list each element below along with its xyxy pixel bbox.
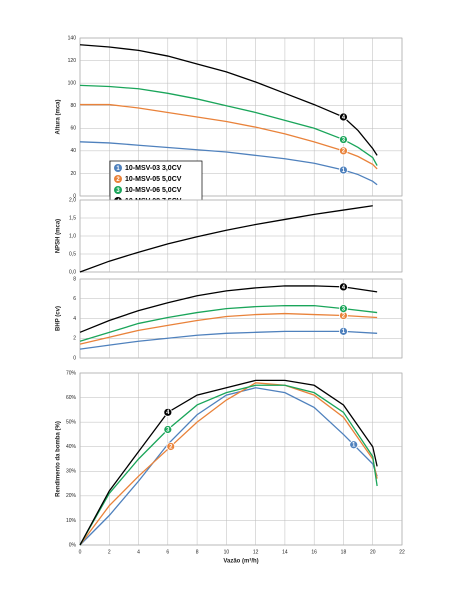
y-axis-label: Altura (mca) [56,99,62,134]
y-axis-label: Rendimento da bomba (%) [56,421,62,497]
x-tick-label: 6 [166,549,169,555]
y-tick-label: 120 [68,58,77,64]
series-marker [349,440,359,450]
y-tick-label: 6 [73,296,76,302]
x-tick-label: 12 [253,549,259,555]
series-marker-label: 3 [166,427,170,433]
series-line [79,379,378,546]
series-marker-label: 2 [342,149,346,155]
series-marker [339,135,348,144]
y-tick-label: 140 [68,35,77,41]
series-marker [166,442,176,451]
series-line [79,382,378,546]
legend-marker-label: 3 [116,188,120,194]
y-tick-label: 80 [70,103,76,109]
x-tick-label: 2 [108,549,111,555]
series-line [79,312,378,345]
series-marker [339,165,348,175]
legend-marker [114,175,122,183]
x-axis-label: Vazão (m³/h) [223,558,258,565]
series-line [79,84,378,166]
series-marker-label: 4 [342,285,346,291]
x-tick-label: 20 [370,549,376,555]
x-tick-label: 16 [311,549,317,555]
series-marker-label: 1 [342,168,346,174]
y-tick-label: 10% [66,518,77,524]
x-tick-label: 4 [137,549,140,555]
series-marker-label: 3 [342,137,346,143]
series-line [79,285,378,333]
y-tick-label: 0,0 [69,269,76,275]
y-tick-label: 20 [70,171,76,177]
y-tick-label: 4 [73,316,76,322]
series-marker [339,282,348,292]
series-marker-label: 1 [342,329,346,335]
series-marker [163,407,173,417]
series-marker-label: 4 [166,410,170,416]
y-tick-label: 1,0 [69,233,76,239]
plot-frame [79,372,403,546]
series-marker [339,326,348,336]
series-line [79,205,373,273]
x-tick-label: 14 [282,549,288,555]
x-tick-label: 10 [224,549,230,555]
legend-label: 10-MSV-03 3,0CV [125,165,182,172]
y-tick-label: 2 [73,336,76,342]
y-axis-label: NPSH (mca) [56,219,62,253]
legend-marker [114,186,122,194]
series-marker-label: 2 [169,444,173,450]
series-line [79,305,378,342]
y-tick-label: 50% [66,419,77,425]
y-tick-label: 60% [66,395,77,401]
y-tick-label: 0,5 [69,251,76,257]
series-line [79,384,378,546]
legend-marker-label: 1 [116,166,120,172]
y-tick-label: 40 [70,148,76,154]
series-marker [339,146,348,156]
series-line [79,141,378,186]
y-tick-label: 20% [66,493,77,499]
x-tick-label: 22 [399,549,405,555]
y-tick-label: 0 [73,355,76,361]
y-tick-label: 40% [66,444,77,450]
series-marker [339,112,348,122]
series-marker-label: 3 [342,307,346,313]
series-line [79,44,378,156]
y-tick-label: 100 [68,80,77,86]
x-tick-label: 0 [79,549,82,555]
series-marker [163,425,173,434]
y-tick-label: 1,5 [69,215,76,221]
series-marker-label: 4 [342,115,346,121]
legend-marker-label: 2 [116,177,120,183]
series-line [80,103,378,170]
x-tick-label: 18 [341,549,347,555]
x-tick-label: 8 [196,549,199,555]
series-marker-label: 2 [342,313,346,319]
y-tick-label: 8 [73,276,76,282]
series-line [79,330,378,350]
y-tick-label: 70% [66,370,77,376]
legend-label: 10-MSV-05 5,0CV [125,176,182,183]
series-marker [339,304,348,314]
y-tick-label: 0% [69,542,77,548]
series-marker-label: 1 [352,443,356,449]
y-tick-label: 60 [70,126,76,132]
y-tick-label: 0 [73,193,76,199]
y-tick-label: 2,0 [69,197,76,203]
y-tick-label: 30% [66,469,77,475]
legend-label: 10-MSV-06 5,0CV [125,187,182,194]
y-axis-label: BHP (cv) [56,306,62,331]
legend-marker [114,164,122,172]
